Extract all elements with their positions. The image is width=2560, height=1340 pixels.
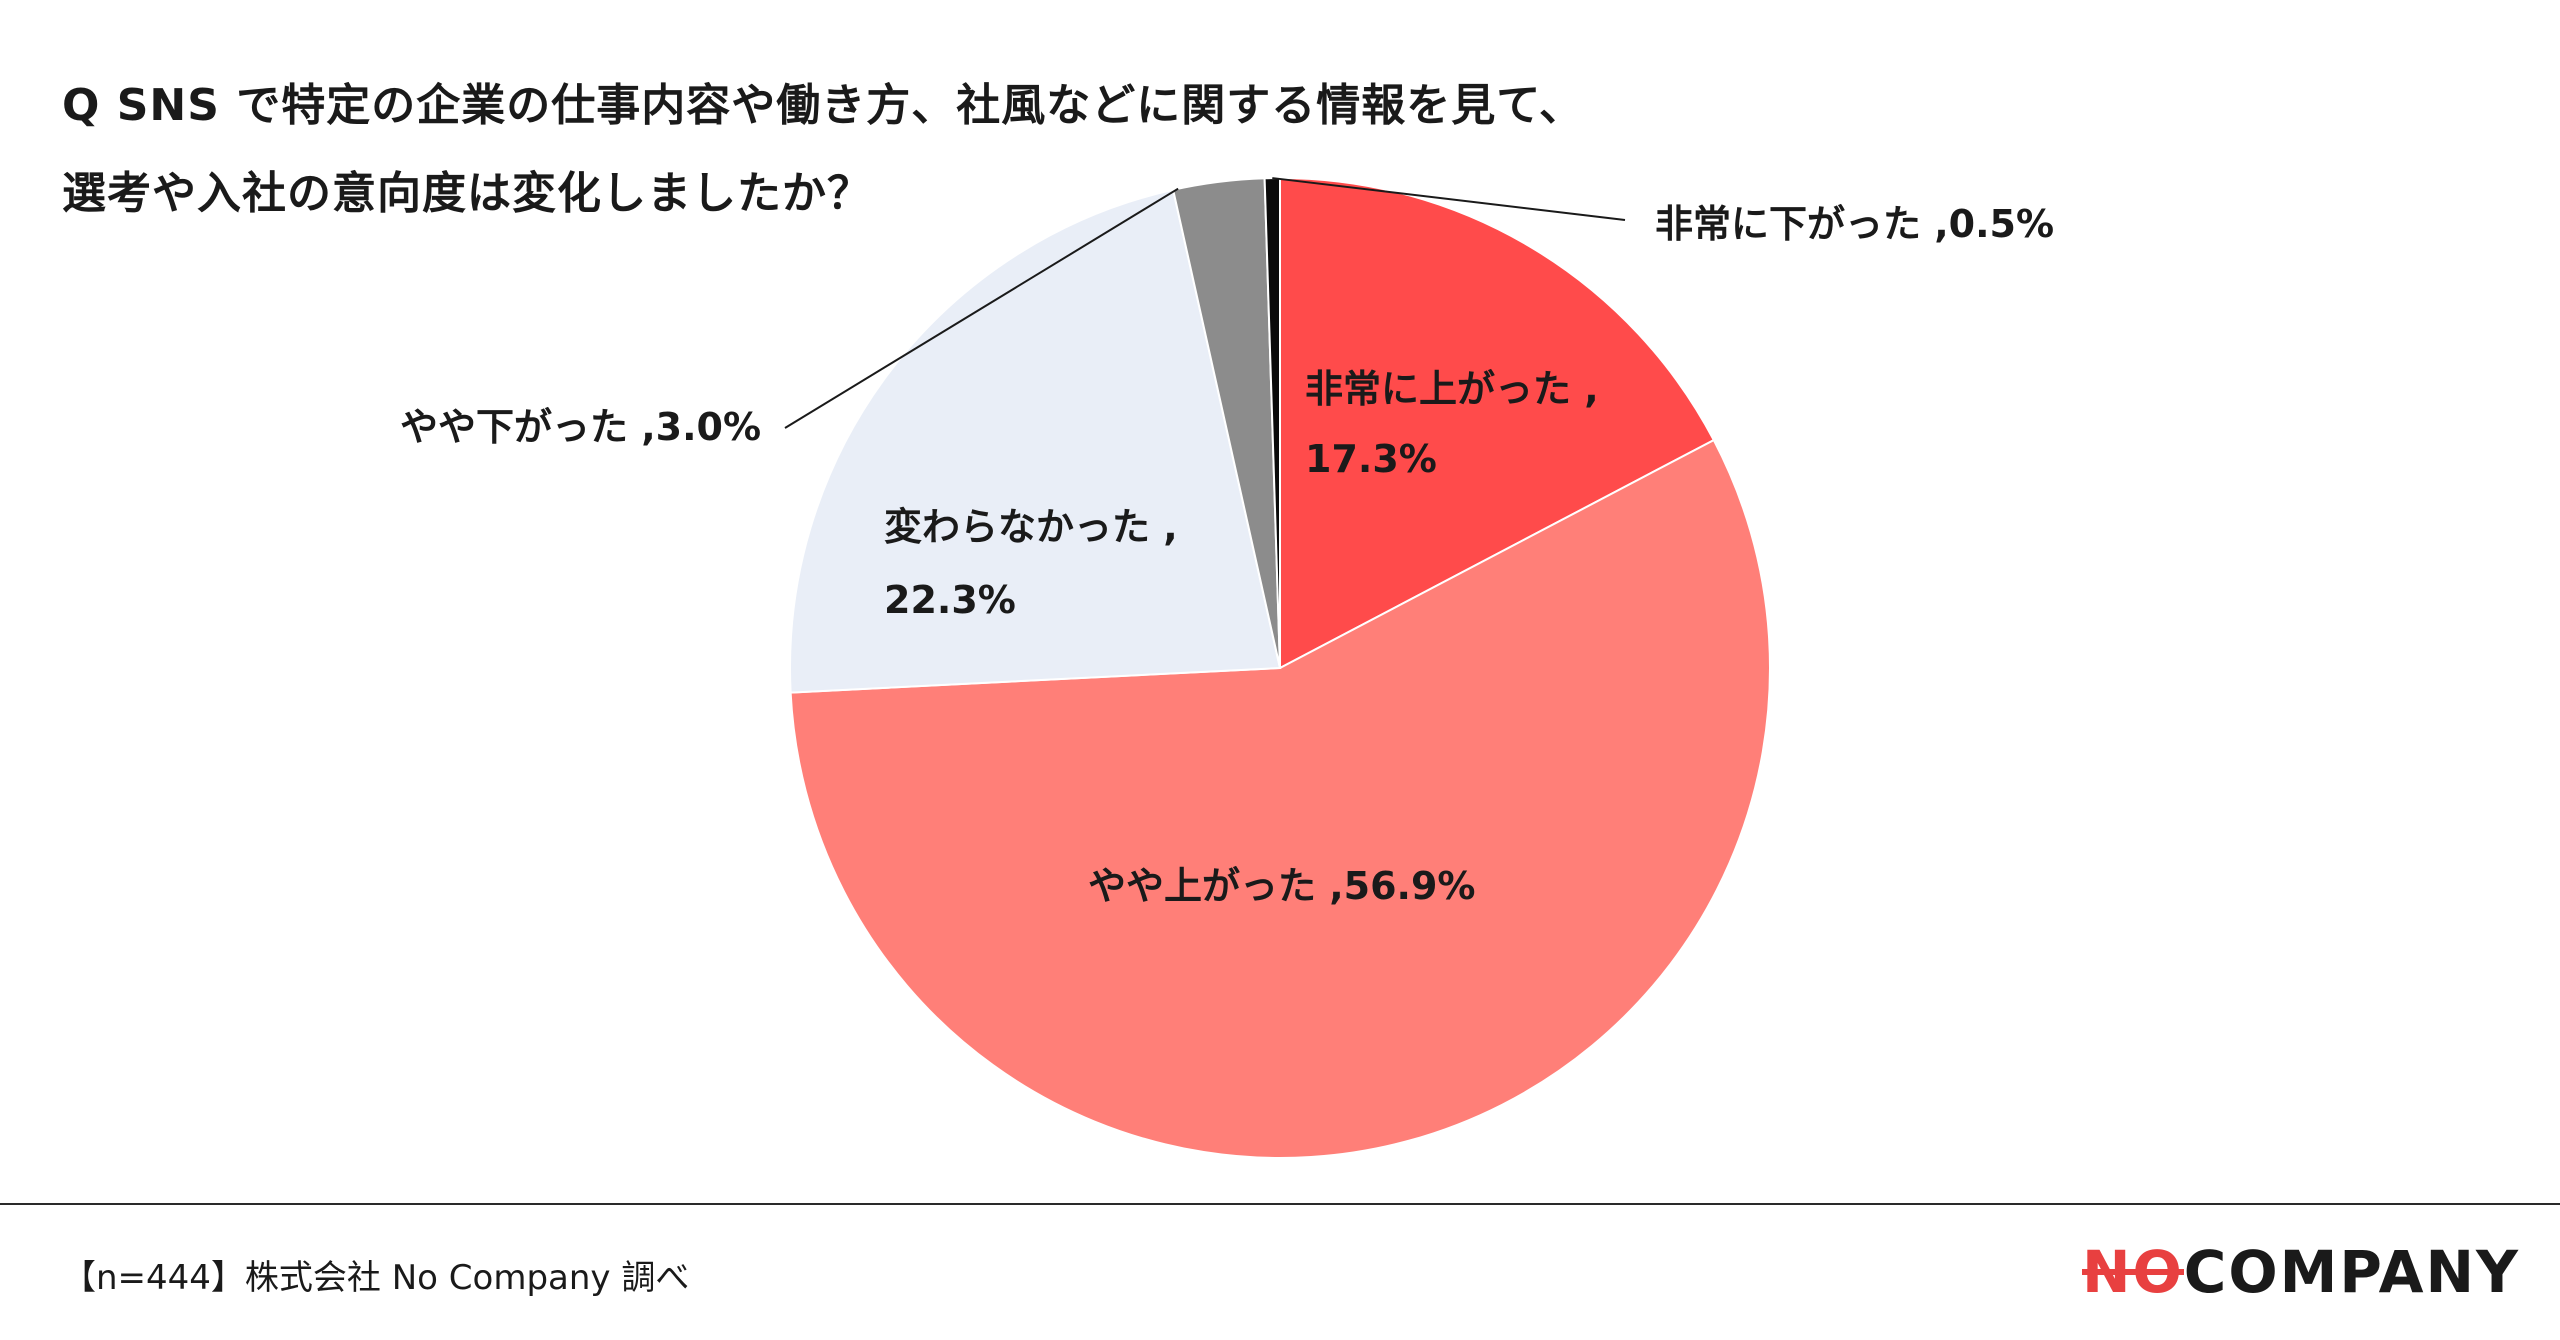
logo-company: COMPANY bbox=[2183, 1238, 2520, 1306]
pie-slice-very-up bbox=[1279, 176, 1716, 670]
data-label-very-up-name: 非常に上がった , bbox=[1305, 367, 1599, 411]
chart-title: Q SNS で特定の企業の仕事内容や働き方、社風などに関する情報を見て、 選考や… bbox=[62, 62, 1584, 238]
data-label-unchanged-name: 変わらなかった , bbox=[884, 505, 1178, 549]
footer-note: 【n=444】株式会社 No Company 調べ bbox=[62, 1258, 690, 1298]
pie-slice-unchanged bbox=[789, 188, 1282, 694]
data-label-unchanged-value: 22.3% bbox=[884, 578, 1016, 622]
logo-no: NO bbox=[2081, 1238, 2184, 1306]
data-label-very-up-value: 17.3% bbox=[1305, 437, 1437, 481]
footer-divider bbox=[0, 1203, 2560, 1205]
data-label-slightly-down: やや下がった ,3.0% bbox=[400, 405, 761, 449]
chart-title-line2: 選考や入社の意向度は変化しましたか？ bbox=[62, 168, 872, 219]
logo-strike bbox=[2081, 1269, 2184, 1275]
data-label-very-down: 非常に下がった ,0.5% bbox=[1655, 202, 2054, 246]
leader-line-very-down bbox=[1272, 177, 1626, 221]
data-label-slightly-up: やや上がった ,56.9% bbox=[1088, 864, 1476, 908]
pie-slice-slightly-up bbox=[789, 438, 1771, 1159]
company-logo: NO COMPANY bbox=[2081, 1238, 2520, 1306]
leader-line-slightly-down bbox=[784, 187, 1179, 429]
chart-title-line1: Q SNS で特定の企業の仕事内容や働き方、社風などに関する情報を見て、 bbox=[62, 80, 1585, 131]
